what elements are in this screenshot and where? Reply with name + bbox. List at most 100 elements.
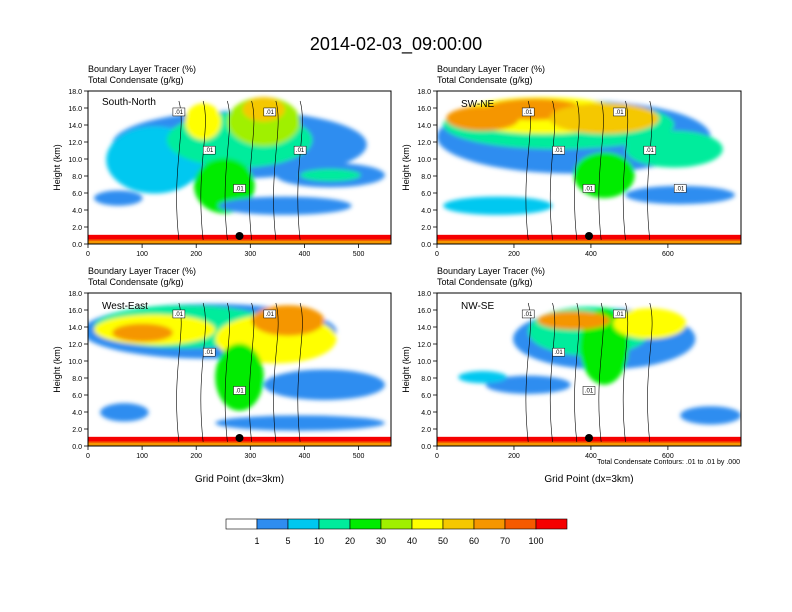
field-shading: .01 .01 .01 .01 xyxy=(88,293,391,446)
y-tick-label: 14.0 xyxy=(68,123,82,130)
colorbar-level: 10 xyxy=(314,536,324,546)
contour-label-box xyxy=(552,145,565,155)
x-tick-label: 0 xyxy=(435,453,439,460)
condensate-contour xyxy=(598,100,604,241)
y-tick-label: 4.0 xyxy=(72,208,82,215)
panel-title: Boundary Layer Tracer (%) xyxy=(88,266,196,276)
colorbar-swatch xyxy=(287,518,320,530)
tracer-region xyxy=(446,106,520,131)
location-marker xyxy=(235,434,244,442)
contour-label-box xyxy=(613,309,626,319)
y-tick-label: 18.0 xyxy=(417,291,431,298)
x-tick-label: 400 xyxy=(585,251,597,258)
colorbar-level: 60 xyxy=(469,536,479,546)
x-tick-label: 100 xyxy=(136,453,148,460)
x-tick-label: 0 xyxy=(435,251,439,258)
surface-band xyxy=(437,240,741,244)
contour-label: .01 xyxy=(235,186,244,192)
tracer-region xyxy=(680,406,741,425)
panel-south-north: Boundary Layer Tracer (%)Total Condensat… xyxy=(52,64,392,258)
panel-label: SW-NE xyxy=(461,99,494,110)
x-tick-label: 400 xyxy=(585,453,597,460)
x-tick-label: 600 xyxy=(662,453,674,460)
tracer-region xyxy=(218,196,352,215)
y-tick-label: 10.0 xyxy=(68,157,82,164)
colorbar-swatch xyxy=(473,518,506,530)
y-tick-label: 14.0 xyxy=(417,123,431,130)
contour-label: .01 xyxy=(585,186,594,192)
colorbar-swatch xyxy=(411,518,444,530)
panel-title: Boundary Layer Tracer (%) xyxy=(437,64,545,74)
y-tick-label: 18.0 xyxy=(417,89,431,96)
contour-label: .01 xyxy=(676,186,685,192)
colorbar-level: 30 xyxy=(376,536,386,546)
field-shading: .01 .01 .01 .01 xyxy=(437,293,741,446)
colorbar: 1 5 10 20 30 40 50 60 70 100 xyxy=(225,518,568,546)
tracer-region xyxy=(625,130,723,168)
plot-frame xyxy=(436,292,742,447)
contour-label: .01 xyxy=(585,388,594,394)
x-tick-label: 500 xyxy=(353,251,365,258)
contour-label-box xyxy=(613,107,626,117)
contour-label: .01 xyxy=(266,110,275,116)
y-tick-label: 12.0 xyxy=(417,342,431,349)
panel-title: Boundary Layer Tracer (%) xyxy=(437,266,545,276)
contour-label-box xyxy=(263,309,277,319)
tracer-region xyxy=(251,305,325,336)
panel-nw-se: Boundary Layer Tracer (%)Total Condensat… xyxy=(401,266,742,485)
contour-label-box xyxy=(582,386,596,395)
colorbar-level: 70 xyxy=(500,536,510,546)
condensate-contour xyxy=(574,100,580,241)
panel-west-east: Boundary Layer Tracer (%)Total Condensat… xyxy=(52,266,392,485)
condensate-contour xyxy=(224,100,230,241)
tracer-region xyxy=(112,323,173,342)
tracer-region xyxy=(613,308,687,339)
condensate-contour xyxy=(249,100,255,241)
contour-label-box xyxy=(521,107,535,117)
y-tick-label: 0.0 xyxy=(421,242,431,249)
panel-title: Boundary Layer Tracer (%) xyxy=(88,64,196,74)
colorbar-swatch xyxy=(349,518,382,530)
y-tick-label: 8.0 xyxy=(421,174,431,181)
tracer-region xyxy=(443,196,553,215)
y-axis-label: Height (km) xyxy=(52,346,62,393)
tracer-region xyxy=(549,103,659,134)
panel-subtitle: Total Condensate (g/kg) xyxy=(88,75,184,85)
surface-band xyxy=(88,240,391,244)
condensate-contour xyxy=(273,100,279,241)
x-tick-label: 200 xyxy=(190,251,202,258)
x-tick-label: 300 xyxy=(244,251,256,258)
colorbar-level: 40 xyxy=(407,536,417,546)
colorbar-swatch xyxy=(318,518,351,530)
y-axis-label: Height (km) xyxy=(52,144,62,191)
y-tick-label: 6.0 xyxy=(421,393,431,400)
condensate-contour xyxy=(647,302,653,443)
condensate-contour xyxy=(622,100,629,241)
tracer-region xyxy=(458,371,507,384)
y-tick-label: 0.0 xyxy=(72,444,82,451)
tracer-region xyxy=(485,375,571,394)
y-tick-label: 2.0 xyxy=(421,427,431,434)
y-axis-label: Height (km) xyxy=(401,346,411,393)
field-shading: .01 .01 .01 .01 .01 .01 xyxy=(437,91,741,244)
x-tick-label: 200 xyxy=(508,453,520,460)
contour-label: .01 xyxy=(205,350,214,356)
contour-label-box xyxy=(233,386,246,395)
colorbar-level: 1 xyxy=(254,536,259,546)
panel-label: West-East xyxy=(102,301,148,312)
colorbar-level: 50 xyxy=(438,536,448,546)
colorbar-swatch xyxy=(256,518,289,530)
x-axis-label: Grid Point (dx=3km) xyxy=(195,474,284,485)
panel-subtitle: Total Condensate (g/kg) xyxy=(437,75,533,85)
contour-label: .01 xyxy=(554,350,563,356)
tracer-region xyxy=(100,403,149,422)
x-tick-label: 200 xyxy=(508,251,520,258)
y-tick-label: 12.0 xyxy=(417,140,431,147)
y-tick-label: 0.0 xyxy=(72,242,82,249)
panel-subtitle: Total Condensate (g/kg) xyxy=(88,277,184,287)
y-tick-label: 10.0 xyxy=(417,157,431,164)
contour-label-box xyxy=(172,309,186,319)
colorbar-swatch xyxy=(442,518,475,530)
y-axis-label: Height (km) xyxy=(401,144,411,191)
